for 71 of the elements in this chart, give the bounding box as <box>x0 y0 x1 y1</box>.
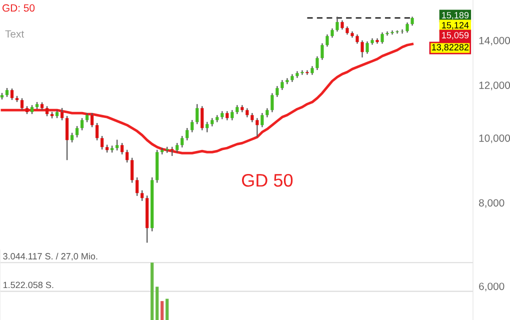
candlestick <box>116 139 119 151</box>
candlestick <box>190 119 194 133</box>
line-series <box>0 42 414 154</box>
text: 13,82282 <box>432 44 469 52</box>
candlestick <box>206 121 209 133</box>
candlestick <box>316 56 319 71</box>
candlestick <box>266 108 269 118</box>
candlestick <box>246 108 249 118</box>
candlestick <box>386 30 389 36</box>
candlestick <box>270 92 274 113</box>
candlestick <box>140 190 144 202</box>
candlestick <box>230 110 234 121</box>
candlestick <box>45 106 49 117</box>
candlestick <box>20 98 24 111</box>
bar <box>160 301 164 320</box>
candlestick <box>196 104 199 125</box>
candlestick <box>320 42 324 60</box>
candlestick <box>100 135 104 150</box>
annotation: GD: 50 <box>2 4 35 12</box>
candlestick <box>330 28 334 38</box>
y-tick-label: 6,000 <box>479 282 504 292</box>
candlestick <box>186 127 189 141</box>
candlestick <box>306 70 309 76</box>
annotation: Text <box>5 30 24 38</box>
y-tick-label: 8,000 <box>479 199 504 208</box>
y-tick-label: 12,000 <box>479 82 510 90</box>
candlestick <box>130 157 134 184</box>
candlestick <box>276 86 279 98</box>
candlestick <box>366 40 369 54</box>
candlestick <box>126 149 129 164</box>
candlestick <box>136 176 139 196</box>
candlestick <box>86 112 89 123</box>
ref-line-label: 3.044.117 S. / 27,0 Mio. <box>3 252 98 261</box>
bar <box>156 286 159 320</box>
series-label: GD 50 <box>242 174 293 187</box>
bar <box>166 298 169 320</box>
candlestick <box>260 112 264 128</box>
y-tick-label: 10,000 <box>479 134 510 144</box>
candlestick <box>360 40 364 58</box>
candlestick <box>406 22 409 34</box>
candlestick <box>226 110 229 121</box>
candlestick <box>90 112 94 128</box>
text: 15,059 <box>442 32 469 40</box>
candlestick <box>76 125 79 138</box>
candlestick <box>60 107 64 121</box>
candlestick <box>70 132 74 143</box>
candlestick <box>400 28 404 34</box>
candlestick <box>256 118 259 138</box>
ref-line-label: 1.522.058 S. <box>3 282 54 288</box>
y-tick-label: 14,000 <box>479 36 510 46</box>
candlestick <box>10 88 14 101</box>
candlestick <box>336 16 339 32</box>
candlestick <box>180 135 184 148</box>
candlestick <box>65 115 69 161</box>
candlestick <box>120 142 124 155</box>
candlestick <box>390 30 394 36</box>
candlestick <box>176 142 179 154</box>
candlestick <box>250 112 254 123</box>
text: 15,124 <box>442 22 469 30</box>
text: 15,189 <box>442 12 469 20</box>
candlestick <box>340 20 344 30</box>
bar <box>150 262 154 320</box>
candlestick <box>356 34 359 44</box>
candlestick <box>380 32 384 44</box>
candlestick <box>170 146 174 156</box>
candlestick <box>80 118 84 131</box>
candlestick <box>96 122 99 141</box>
candlestick <box>326 34 329 48</box>
candlestick <box>200 106 204 131</box>
candlestick <box>280 80 284 91</box>
candlestick <box>300 70 304 76</box>
